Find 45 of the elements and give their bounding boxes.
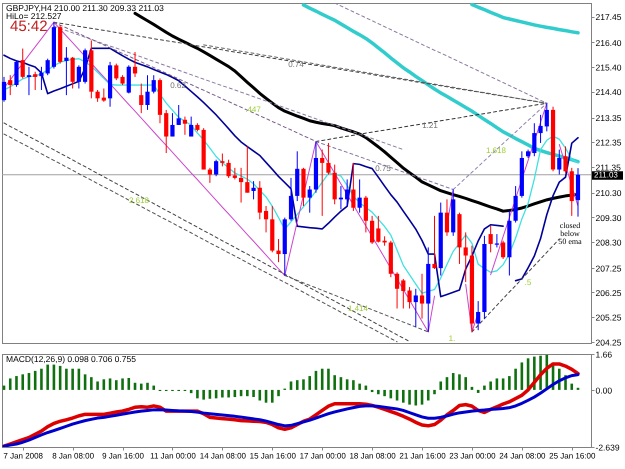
chart-title: GBPJPY,H4 210.00 211.30 209.33 211.03 — [6, 3, 164, 13]
y-tick-label: 206.25 — [596, 288, 622, 298]
y-tick-label: 210.30 — [596, 188, 622, 198]
y-tick-label: 215.40 — [596, 62, 622, 73]
y-tick-label: 1.66 — [596, 350, 612, 360]
x-tick-label: 24 Jan 08:00 — [499, 452, 546, 460]
annotation: 0.74 — [288, 60, 304, 69]
annotation: 1.618 — [486, 146, 507, 155]
x-tick-label: 23 Jan 00:00 — [449, 452, 496, 460]
ref-line-label: 211.03 — [594, 170, 618, 180]
annotation: 1. — [448, 334, 456, 343]
annotation: closed below 50 ema — [558, 221, 582, 246]
annotation: .447 — [245, 105, 262, 114]
x-tick-label: 21 Jan 16:00 — [399, 452, 446, 460]
y-tick-label: 207.25 — [596, 263, 622, 274]
x-tick-label: 15 Jan 16:00 — [250, 452, 296, 460]
annotation: 1.414 — [348, 304, 369, 313]
x-tick-label: 14 Jan 08:00 — [200, 452, 247, 460]
chart-title: MACD(12,26,9) 0.098 0.706 0.755 — [6, 354, 136, 364]
y-tick-label: 0.00 — [596, 385, 612, 396]
x-tick-label: 18 Jan 08:00 — [349, 452, 396, 460]
x-tick-label: 7 Jan 2008 — [3, 452, 44, 460]
y-tick-label: 204.25 — [596, 337, 622, 348]
y-tick-label: 217.45 — [596, 12, 622, 22]
text: HiLo= 212.527 — [6, 11, 62, 21]
y-tick-label: 216.40 — [596, 38, 622, 48]
y-tick-label: 213.35 — [596, 113, 622, 124]
y-tick-label: 211.35 — [596, 162, 622, 172]
x-tick-label: 9 Jan 16:00 — [102, 452, 144, 460]
y-tick-label: 209.30 — [596, 212, 622, 223]
y-tick-label: -2.639 — [596, 442, 620, 452]
annotation: 2.618 — [128, 196, 150, 205]
annotation: 45:42 — [10, 18, 48, 35]
y-tick-label: 205.25 — [596, 312, 622, 323]
x-tick-label: 25 Jan 16:00 — [549, 452, 596, 460]
annotation: 0.62 — [170, 81, 186, 90]
y-tick-label: 214.40 — [596, 87, 622, 98]
x-tick-label: 8 Jan 08:00 — [52, 452, 95, 460]
x-tick-label: 17 Jan 00:00 — [300, 452, 346, 460]
x-tick-label: 11 Jan 00:00 — [150, 452, 196, 460]
annotation: 1.21 — [422, 121, 438, 130]
annotation: 0.75 — [375, 164, 392, 173]
y-tick-label: 212.35 — [596, 138, 622, 148]
y-tick-label: 208.30 — [596, 237, 622, 248]
annotation: .5 — [524, 278, 532, 287]
